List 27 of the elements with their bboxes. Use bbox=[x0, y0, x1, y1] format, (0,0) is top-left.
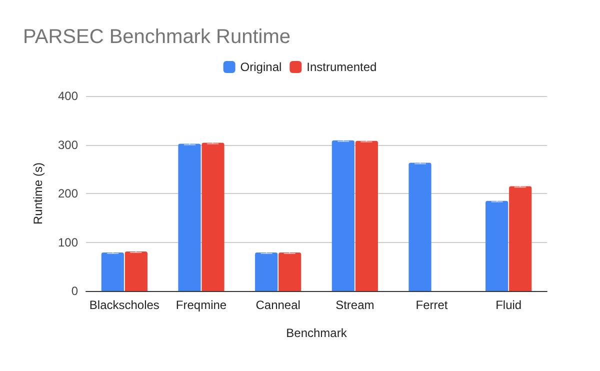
bar bbox=[124, 252, 148, 291]
bar bbox=[355, 140, 378, 291]
bar bbox=[202, 142, 224, 291]
bar bbox=[178, 144, 201, 291]
legend-label: Instrumented bbox=[306, 60, 377, 74]
y-tick-label: 200 bbox=[58, 186, 78, 200]
x-tick-label: Canneal bbox=[256, 298, 300, 312]
y-axis-title: Runtime (s) bbox=[31, 162, 45, 225]
y-tick-label: 300 bbox=[58, 138, 78, 152]
x-axis-title: Benchmark bbox=[286, 326, 348, 340]
bar bbox=[486, 200, 508, 291]
bar bbox=[255, 252, 278, 291]
bar bbox=[509, 186, 532, 291]
y-tick-label: 100 bbox=[58, 235, 78, 250]
x-tick-label: Freqmine bbox=[176, 298, 227, 312]
bar bbox=[332, 140, 354, 291]
bar bbox=[408, 162, 432, 291]
bar bbox=[278, 252, 302, 291]
x-tick-label: Blackscholes bbox=[89, 298, 160, 312]
chart-title: PARSEC Benchmark Runtime bbox=[23, 26, 290, 48]
x-tick-label: Ferret bbox=[416, 298, 448, 312]
x-tick-label: Stream bbox=[336, 298, 374, 312]
bar bbox=[101, 252, 124, 291]
x-tick-label: Fluid bbox=[496, 298, 522, 312]
legend-label: Original bbox=[240, 60, 282, 74]
y-tick-label: 400 bbox=[58, 89, 78, 103]
y-tick-label: 0 bbox=[71, 284, 78, 298]
